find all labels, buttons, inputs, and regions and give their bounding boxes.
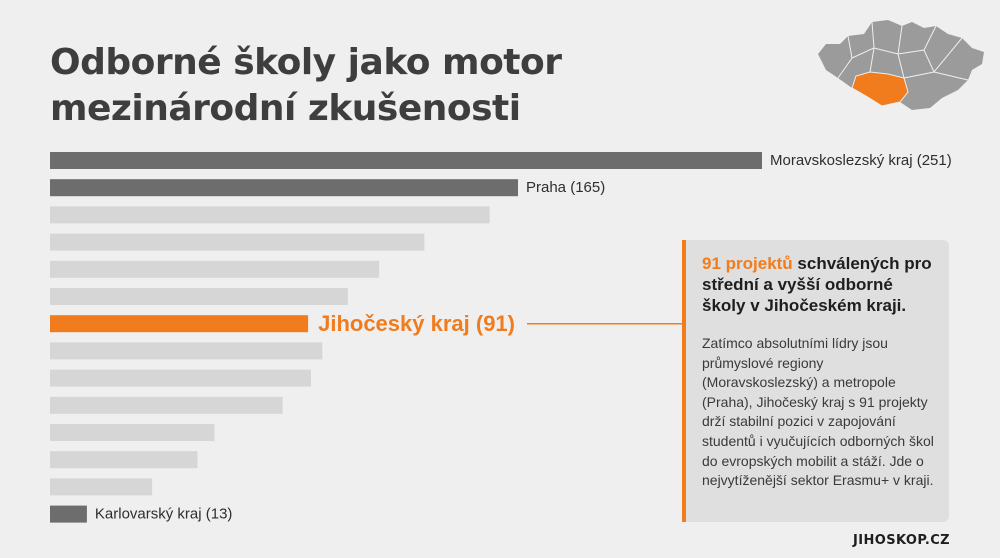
bar-12 <box>50 478 153 496</box>
czech-regions-map-icon <box>818 20 984 110</box>
bars-group <box>50 152 762 523</box>
info-headline-rest: schválených pro střední a vyšší odborné … <box>702 254 932 315</box>
jihocesky-kraj-region <box>851 71 909 107</box>
bar-10 <box>50 424 215 441</box>
brand-logo: JIHOSKOP.CZ <box>853 533 950 548</box>
bar-7 <box>50 342 323 360</box>
bar-4 <box>50 260 380 278</box>
bar-2 <box>50 206 490 224</box>
bar-9 <box>50 396 283 414</box>
bar-labels-group: Moravskoslezský kraj (251) Praha (165) Jih… <box>95 152 952 523</box>
info-box: 91 projektů schválených pro střední a vy… <box>682 240 949 522</box>
title-line-2: mezinárodní zkušenosti <box>50 88 521 129</box>
bar-label-6: Jihočeský kraj (91) <box>318 311 515 336</box>
info-headline-highlight: 91 projektů <box>702 254 793 273</box>
bar-label-13: Karlovarský kraj (13) <box>95 506 233 523</box>
title-line-1: Odborné školy jako motor <box>50 42 562 83</box>
bar-11 <box>50 451 198 469</box>
bar-label-0: Moravskoslezský kraj (251) <box>770 152 952 169</box>
info-headline: 91 projektů schválených pro střední a vy… <box>702 253 935 316</box>
bar-3 <box>50 233 425 251</box>
bar-6 <box>50 315 309 333</box>
bar-0 <box>50 152 762 169</box>
bar-8 <box>50 369 311 387</box>
bar-13 <box>50 505 87 523</box>
bar-label-1: Praha (165) <box>526 179 605 196</box>
bar-1 <box>50 179 518 197</box>
info-body-text: Zatímco absolutními lídry jsou průmyslov… <box>702 335 934 489</box>
page-title: Odborné školy jako motor mezinárodní zku… <box>50 40 650 132</box>
bar-5 <box>50 288 348 305</box>
